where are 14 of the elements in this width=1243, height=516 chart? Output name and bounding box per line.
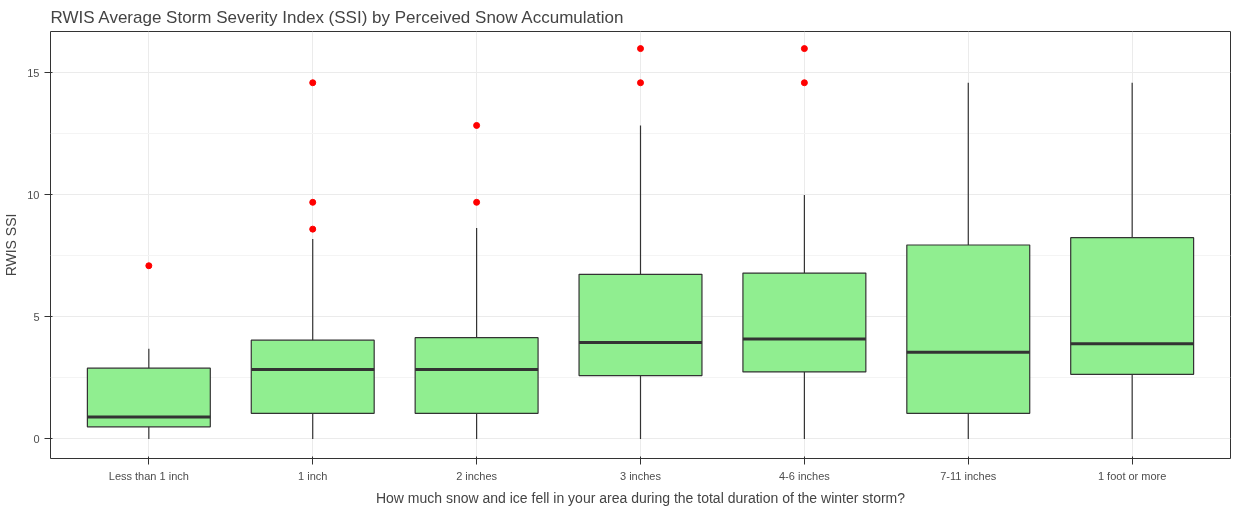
x-tick-label: 7-11 inches bbox=[940, 469, 997, 482]
y-tick-label: 10 bbox=[27, 188, 40, 201]
x-axis-title: How much snow and ice fell in your area during the total duration of the winter storm? bbox=[375, 489, 906, 506]
y-tick-label: 5 bbox=[33, 310, 40, 323]
chart-title: RWIS Average Storm Severity Index (SSI) by Perceived Snow Accumulation bbox=[50, 7, 624, 27]
x-tick-label: 4-6 inches bbox=[779, 469, 831, 482]
x-tick-label: Less than 1 inch bbox=[108, 469, 189, 482]
x-tick-label: 2 inches bbox=[456, 469, 498, 482]
y-tick-label: 0 bbox=[33, 432, 40, 445]
y-tick-label: 15 bbox=[27, 66, 40, 79]
x-tick-label: 1 foot or more bbox=[1097, 469, 1167, 482]
x-tick-label: 3 inches bbox=[620, 469, 662, 482]
x-tick-label: 1 inch bbox=[298, 469, 328, 482]
y-axis-title: RWIS SSI bbox=[3, 213, 20, 277]
